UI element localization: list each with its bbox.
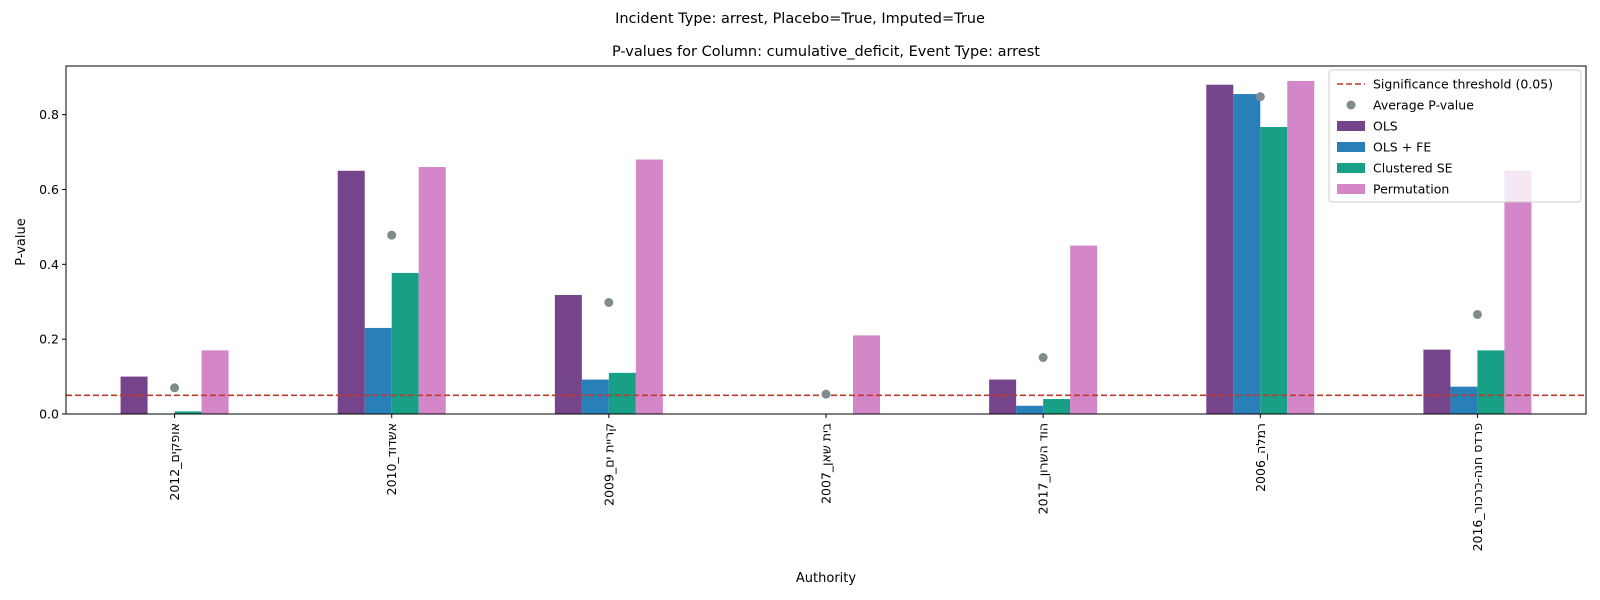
bar-clustered-se-4 [1043, 399, 1071, 414]
bar-ols-1 [337, 170, 365, 414]
x-tick-label-4: הוד השרון_2017 [1036, 423, 1051, 514]
bar-permutation-4 [1070, 245, 1098, 414]
average-point-1 [387, 230, 397, 240]
bar-clustered-se-2 [608, 372, 636, 414]
y-tick-label-2: 0.4 [39, 257, 59, 272]
bar-permutation-1 [418, 167, 446, 414]
x-tick-label-1: אשדוד_2010 [384, 423, 399, 495]
bar-ols-fe-1 [364, 327, 392, 414]
chart-title: P-values for Column: cumulative_deficit,… [612, 44, 1040, 60]
bar-ols-fe-5 [1233, 94, 1261, 414]
average-point-6 [1472, 309, 1482, 319]
legend-label-2: OLS [1373, 119, 1398, 134]
bar-permutation-3 [853, 335, 880, 414]
bar-permutation-0 [201, 350, 229, 414]
bar-ols-fe-4 [1016, 405, 1044, 414]
average-point-0 [170, 383, 180, 393]
y-axis-label: P-value [14, 218, 29, 265]
bar-permutation-2 [635, 159, 663, 414]
y-tick-label-3: 0.6 [39, 182, 59, 197]
x-tick-label-5: רמלה_2006 [1253, 423, 1268, 492]
legend-marker-average [1346, 100, 1356, 110]
legend: Significance threshold (0.05) Average P-v… [1328, 69, 1582, 203]
legend-marker-ols [1337, 121, 1365, 131]
bar-ols-5 [1206, 84, 1234, 414]
bar-permutation-5 [1287, 80, 1315, 414]
x-tick-label-3: בית שאן_2007 [819, 423, 834, 504]
bar-ols-fe-2 [581, 379, 609, 414]
x-axis-label: Authority [796, 571, 856, 586]
legend-label-1: Average P-value [1373, 98, 1474, 113]
x-tick-label-6: פרדס חנה-כרכור_2016 [1470, 423, 1485, 552]
bar-ols-6 [1423, 349, 1451, 414]
legend-marker-permutation [1337, 184, 1365, 194]
y-tick-label-1: 0.2 [39, 332, 59, 347]
average-point-3 [821, 389, 831, 399]
figure-suptitle: Incident Type: arrest, Placebo=True, Imp… [615, 11, 985, 27]
legend-label-0: Significance threshold (0.05) [1373, 77, 1553, 92]
x-tick-label-2: קריית ים_2009 [601, 423, 616, 506]
bar-ols-4 [989, 379, 1017, 414]
legend-label-4: Clustered SE [1373, 161, 1453, 176]
average-point-2 [604, 297, 614, 307]
average-point-4 [1038, 352, 1048, 362]
average-point-5 [1255, 92, 1265, 102]
y-tick-label-0: 0.0 [39, 407, 59, 422]
bar-ols-2 [554, 295, 582, 414]
y-tick-label-4: 0.8 [39, 107, 59, 122]
bar-clustered-se-0 [174, 411, 202, 414]
legend-label-5: Permutation [1373, 182, 1449, 197]
x-tick-label-0: אופקים_2012 [167, 423, 182, 501]
bar-permutation-6 [1504, 170, 1532, 414]
legend-marker-clustered-se [1337, 163, 1365, 173]
legend-label-3: OLS + FE [1373, 140, 1431, 155]
legend-box [1328, 69, 1582, 203]
bar-clustered-se-1 [391, 272, 419, 414]
plot-area: 0.0 0.2 0.4 0.6 0.8 אופקים_2012 אשדוד_2010 קריי… [39, 65, 1587, 552]
bar-ols-fe-6 [1450, 386, 1478, 414]
bar-clustered-se-5 [1260, 126, 1288, 415]
bar-clustered-se-6 [1477, 350, 1505, 414]
legend-marker-ols-fe [1337, 142, 1365, 152]
